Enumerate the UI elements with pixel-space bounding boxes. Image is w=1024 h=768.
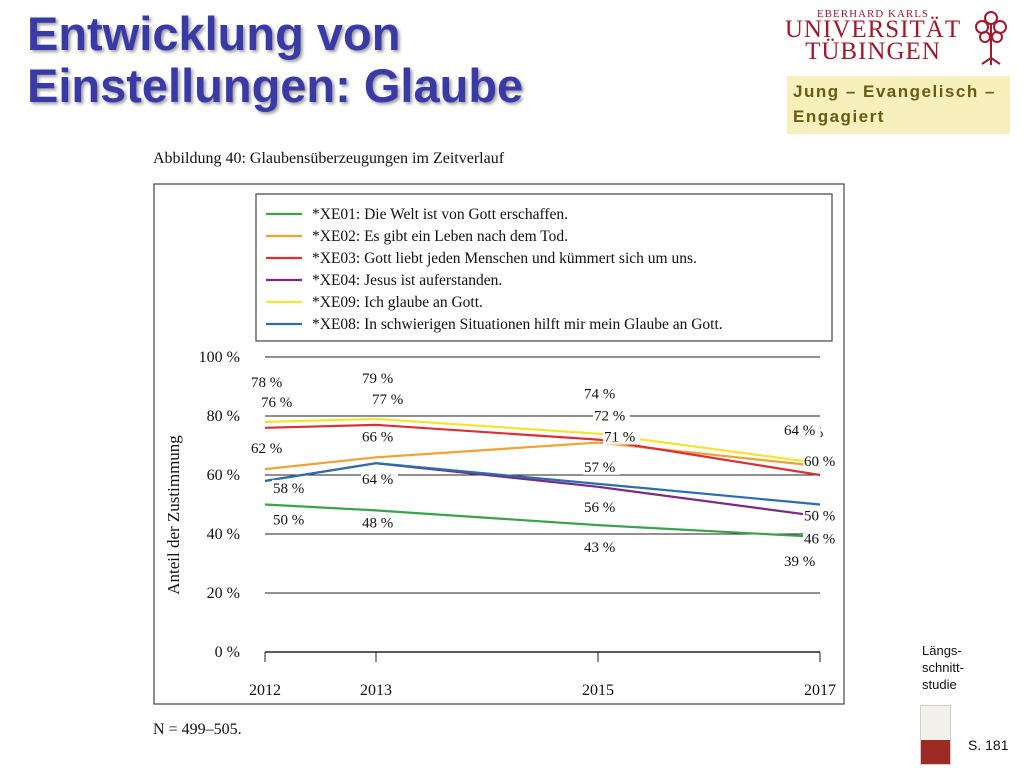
data-label-bg xyxy=(361,514,398,531)
y-tick-label: 100 % xyxy=(199,349,240,366)
y-tick-label: 40 % xyxy=(207,526,240,543)
data-label: 60 % xyxy=(804,454,835,470)
university-name-line-1: UNIVERSITÄT xyxy=(784,16,962,43)
data-label-bg xyxy=(603,428,640,445)
data-label: 78 % xyxy=(251,375,282,391)
book-cover-thumbnail xyxy=(920,705,951,765)
legend-entry: *XE02: Es gibt ein Leben nach dem Tod. xyxy=(312,228,568,245)
legend-entry: *XE03: Gott liebt jeden Menschen und küm… xyxy=(312,250,697,267)
data-label: 50 % xyxy=(804,509,835,525)
x-tick-label: 2017 xyxy=(804,682,836,699)
data-label-bg xyxy=(272,511,309,528)
university-small-caption: EBERHARD KARLS xyxy=(816,8,930,20)
y-tick-label: 60 % xyxy=(207,467,240,484)
data-label: 64 % xyxy=(784,423,815,439)
data-label: 39 % xyxy=(784,554,815,570)
palm-tree-seal-icon xyxy=(975,11,1007,65)
data-label: 72 % xyxy=(594,409,625,425)
x-tick-label: 2013 xyxy=(360,682,392,699)
data-label-bg xyxy=(583,539,620,556)
study-type-line-1: Längs- xyxy=(922,643,962,658)
data-label: 76 % xyxy=(261,395,292,411)
data-label-bg xyxy=(803,507,840,524)
data-label-bg xyxy=(260,393,297,410)
project-label-line-2: Engagiert xyxy=(793,107,885,126)
data-label-bg xyxy=(250,373,287,390)
series-line xyxy=(264,423,821,477)
figure-caption: Abbildung 40: Glaubensüberzeugungen im Z… xyxy=(153,150,505,167)
legend-entry: *XE01: Die Welt ist von Gott erschaffen. xyxy=(312,206,568,223)
data-label-bg xyxy=(250,440,287,457)
data-label: 50 % xyxy=(273,513,304,529)
data-label: 79 % xyxy=(362,371,393,387)
data-label-bg xyxy=(803,453,840,469)
university-logo: EBERHARD KARLS UNIVERSITÄT TÜBINGEN xyxy=(780,4,1020,70)
data-label-bg xyxy=(361,471,398,488)
project-label-line-1: Jung – Evangelisch – xyxy=(793,82,996,101)
data-label-bg xyxy=(783,552,820,569)
data-label: 74 % xyxy=(584,387,615,403)
data-label: 58 % xyxy=(273,481,304,497)
legend-entry: *XE08: In schwierigen Situationen hilft … xyxy=(312,316,723,333)
series-line xyxy=(264,417,821,465)
y-tick-label: 20 % xyxy=(207,585,240,602)
data-label: 64 % xyxy=(362,472,393,488)
series-line xyxy=(264,503,821,539)
data-label: 43 % xyxy=(584,540,615,556)
data-label: 48 % xyxy=(362,515,393,531)
data-label: 46 % xyxy=(804,531,835,547)
data-label-bg xyxy=(361,428,398,445)
data-label-bg xyxy=(783,422,820,439)
study-type-line-2: schnitt- xyxy=(922,660,964,675)
sample-size-note: N = 499–505. xyxy=(153,721,242,738)
data-label: 57 % xyxy=(584,460,615,476)
series-line xyxy=(264,441,821,471)
y-tick-label: 80 % xyxy=(207,408,240,425)
study-type-note: Längs- schnitt- studie xyxy=(922,642,964,693)
page-reference: S. 181 xyxy=(968,737,1009,753)
data-label: 66 % xyxy=(362,429,393,445)
study-type-line-3: studie xyxy=(922,677,957,692)
data-label: 71 % xyxy=(604,430,635,446)
legend-entry: *XE09: Ich glaube an Gott. xyxy=(312,294,483,311)
slide-title-line-1: Entwicklung von xyxy=(27,7,401,60)
data-label: 56 % xyxy=(584,500,615,516)
data-label-bg xyxy=(583,385,620,402)
data-label-bg xyxy=(361,369,398,386)
slide-title-line-2: Einstellungen: Glaube xyxy=(27,59,524,112)
chart-frame xyxy=(153,183,845,705)
y-tick-label: 0 % xyxy=(215,644,240,661)
project-label: Jung – Evangelisch – Engagiert xyxy=(787,76,1010,134)
legend-entry: *XE04: Jesus ist auferstanden. xyxy=(312,272,502,289)
data-label-bg xyxy=(371,390,408,407)
series-line xyxy=(264,462,821,506)
data-label: 62 % xyxy=(251,441,282,457)
x-tick-label: 2015 xyxy=(582,682,614,699)
y-axis-label: Anteil der Zustimmung xyxy=(164,435,183,595)
x-tick-label: 2012 xyxy=(249,682,281,699)
slide-title: Entwicklung von Einstellungen: Glaube xyxy=(27,8,523,112)
data-label-bg xyxy=(593,407,630,424)
university-name-line-2: TÜBINGEN xyxy=(805,38,941,65)
data-label-bg xyxy=(583,498,620,515)
data-label-bg xyxy=(803,530,840,547)
data-label-bg xyxy=(583,458,620,475)
legend-box xyxy=(255,193,833,342)
data-label-bg xyxy=(272,479,309,496)
data-label: 77 % xyxy=(372,392,403,408)
book-cover-band xyxy=(921,740,950,764)
university-name: UNIVERSITÄT TÜBINGEN xyxy=(784,16,962,65)
